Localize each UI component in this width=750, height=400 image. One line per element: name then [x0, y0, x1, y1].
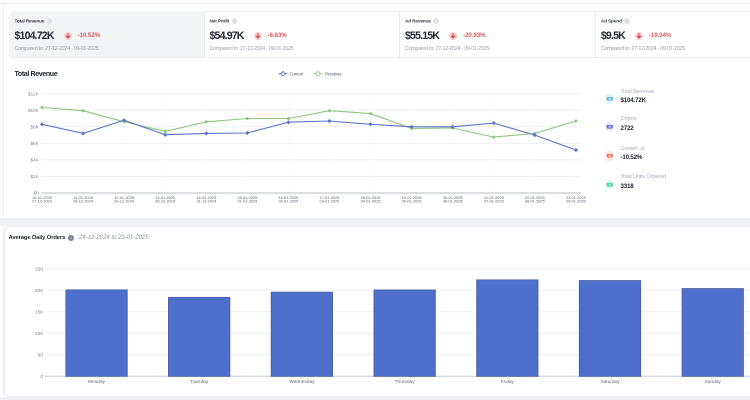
svg-text:Thursday: Thursday	[395, 379, 416, 385]
svg-text:0: 0	[40, 374, 43, 380]
svg-text:$2K: $2K	[31, 174, 39, 179]
svg-text:$4K: $4K	[31, 158, 39, 163]
svg-text:200: 200	[35, 288, 43, 294]
svg-text:29-12-2024: 29-12-2024	[114, 199, 135, 204]
svg-text:03-01-2025: 03-01-2025	[320, 199, 340, 204]
svg-text:17-01-2025: 17-01-2025	[320, 195, 340, 200]
svg-text:$6K: $6K	[31, 141, 39, 146]
svg-text:31-12-2024: 31-12-2024	[196, 199, 217, 204]
svg-text:06-01-2025: 06-01-2025	[443, 199, 463, 204]
svg-text:07-01-2025: 07-01-2025	[484, 199, 504, 204]
svg-text:250: 250	[35, 266, 43, 272]
svg-text:10-01-2025: 10-01-2025	[32, 195, 52, 200]
svg-text:08-01-2025: 08-01-2025	[525, 199, 545, 204]
svg-text:16-01-2025: 16-01-2025	[278, 195, 298, 200]
svg-text:$12K: $12K	[28, 91, 39, 96]
svg-text:04-01-2025: 04-01-2025	[361, 199, 381, 204]
svg-text:05-01-2025: 05-01-2025	[402, 199, 422, 204]
svg-text:22-01-2025: 22-01-2025	[525, 195, 545, 200]
svg-text:13-01-2025: 13-01-2025	[155, 195, 175, 200]
svg-text:14-01-2025: 14-01-2025	[196, 195, 216, 200]
svg-text:$0: $0	[34, 191, 40, 196]
svg-text:18-01-2025: 18-01-2025	[361, 195, 381, 200]
svg-text:23-01-2025: 23-01-2025	[566, 195, 586, 200]
svg-text:100: 100	[35, 331, 43, 337]
svg-text:$10K: $10K	[28, 108, 39, 113]
svg-text:50: 50	[38, 352, 44, 358]
svg-text:$8K: $8K	[31, 124, 39, 129]
svg-text:Tuesday: Tuesday	[190, 379, 209, 385]
svg-text:Previous: Previous	[325, 71, 342, 76]
svg-text:Wednesday: Wednesday	[289, 379, 315, 385]
svg-text:Sunday: Sunday	[705, 379, 722, 385]
svg-text:15-01-2025: 15-01-2025	[237, 195, 257, 200]
svg-text:150: 150	[35, 309, 43, 315]
svg-text:09-01-2025: 09-01-2025	[566, 199, 586, 204]
svg-text:11-01-2025: 11-01-2025	[73, 195, 93, 200]
svg-text:Monday: Monday	[88, 379, 106, 385]
svg-text:Saturday: Saturday	[600, 379, 620, 385]
svg-text:28-12-2024: 28-12-2024	[73, 199, 94, 204]
svg-text:30-12-2024: 30-12-2024	[155, 199, 176, 204]
svg-text:27-12-2024: 27-12-2024	[32, 199, 53, 204]
svg-text:20-01-2025: 20-01-2025	[443, 195, 463, 200]
svg-text:01-01-2025: 01-01-2025	[237, 199, 257, 204]
svg-text:Current: Current	[289, 71, 304, 76]
svg-text:21-01-2025: 21-01-2025	[484, 195, 504, 200]
svg-text:Friday: Friday	[501, 379, 515, 385]
svg-text:02-01-2025: 02-01-2025	[278, 199, 298, 204]
svg-text:19-01-2025: 19-01-2025	[402, 195, 422, 200]
svg-text:12-01-2025: 12-01-2025	[114, 195, 134, 200]
